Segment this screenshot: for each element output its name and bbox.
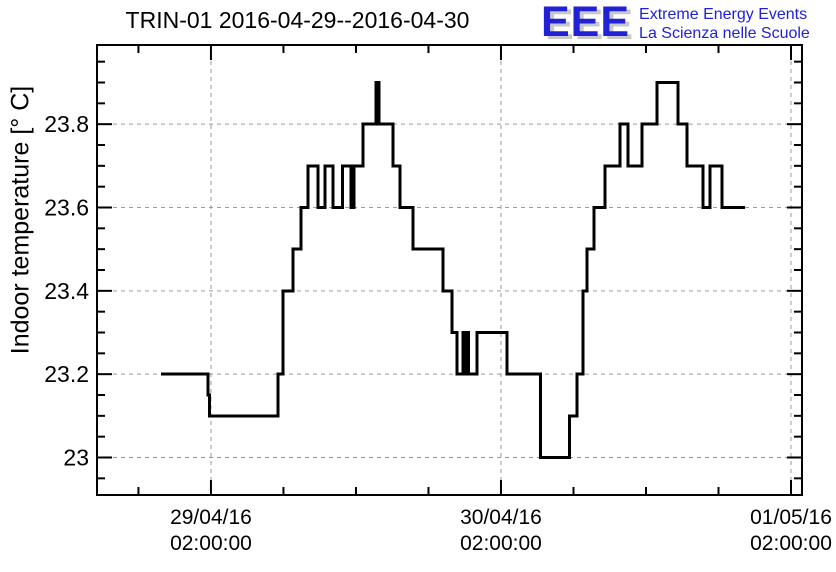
x-axis-date-label: 29/04/16 bbox=[170, 506, 252, 529]
eee-logo-acronym: EEE bbox=[541, 0, 631, 46]
x-axis-date-label: 30/04/16 bbox=[460, 506, 542, 529]
y-axis-tick-label: 23.8 bbox=[44, 111, 89, 137]
x-axis-time-label: 02:00:00 bbox=[750, 532, 832, 555]
y-axis-tick-label: 23.6 bbox=[44, 195, 89, 221]
eee-logo-text: Extreme Energy Events La Scienza nelle S… bbox=[639, 1, 810, 43]
eee-logo-line2: La Scienza nelle Scuole bbox=[639, 25, 810, 42]
eee-logo-line1: Extreme Energy Events bbox=[639, 6, 808, 23]
page-title: TRIN-01 2016-04-29--2016-04-30 bbox=[125, 7, 470, 33]
data-step-line bbox=[160, 81, 746, 459]
x-axis-date-label: 01/05/16 bbox=[750, 506, 832, 529]
x-axis-time-label: 02:00:00 bbox=[170, 532, 252, 555]
x-axis-time-label: 02:00:00 bbox=[460, 532, 542, 555]
y-axis-tick-label: 23 bbox=[63, 445, 89, 471]
plot-frame bbox=[96, 44, 803, 496]
y-axis-tick-label: 23.4 bbox=[44, 278, 89, 304]
y-axis-tick-label: 23.2 bbox=[44, 361, 89, 387]
y-axis-title: Indoor temperature [° C] bbox=[6, 85, 35, 355]
eee-logo: EEE Extreme Energy Events La Scienza nel… bbox=[541, 1, 836, 47]
